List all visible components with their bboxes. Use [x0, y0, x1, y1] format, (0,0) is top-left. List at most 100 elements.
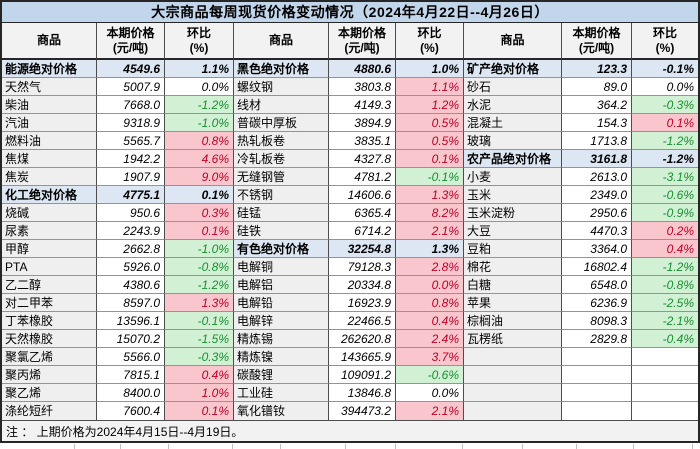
spreadsheet-gridline	[74, 444, 75, 449]
commodity-name-cell: 电解锌	[234, 312, 329, 330]
pct-change-cell	[632, 348, 698, 366]
price-cell: 20334.8	[329, 276, 396, 294]
pct-change-cell: 1.3%	[396, 186, 464, 204]
category-name-cell: 黑色绝对价格	[234, 60, 329, 78]
col-header-commodity-label: 商品	[500, 33, 525, 47]
pct-change-cell: 1.0%	[165, 384, 234, 402]
spreadsheet-gridline	[280, 444, 281, 449]
col-header-commodity: 商品	[2, 23, 97, 60]
spreadsheet-gridline	[168, 444, 169, 449]
commodity-name-cell	[464, 402, 562, 420]
commodity-name-cell: 硅锰	[234, 204, 329, 222]
pct-change-cell: 0.8%	[396, 294, 464, 312]
price-cell: 1713.8	[562, 132, 632, 150]
commodity-name-cell: 玻璃	[464, 132, 562, 150]
col-header-pct-unit: (%)	[189, 40, 209, 55]
category-price-cell: 32254.8	[329, 240, 396, 258]
spreadsheet-gridline	[692, 444, 693, 449]
price-cell: 143665.9	[329, 348, 396, 366]
commodity-name-cell: 氧化镨钕	[234, 402, 329, 420]
price-cell: 5007.9	[97, 78, 165, 96]
price-cell: 6365.4	[329, 204, 396, 222]
spreadsheet-gridline	[120, 444, 121, 449]
commodity-name-cell: 小麦	[464, 168, 562, 186]
pct-change-cell: 0.3%	[165, 204, 234, 222]
pct-change-cell: 0.5%	[396, 132, 464, 150]
pct-change-cell: -0.3%	[632, 96, 698, 114]
commodity-name-cell: 聚丙烯	[2, 366, 97, 384]
pct-change-cell: -3.1%	[632, 168, 698, 186]
col-header-price-unit: (元/吨)	[344, 40, 380, 55]
pct-change-cell: 0.4%	[165, 366, 234, 384]
commodity-name-cell: 水泥	[464, 96, 562, 114]
commodity-name-cell: 天然橡胶	[2, 330, 97, 348]
col-header-pct: 环比 (%)	[165, 23, 234, 60]
price-cell: 22466.5	[329, 312, 396, 330]
pct-change-cell: 0.1%	[165, 402, 234, 420]
category-name-cell: 农产品绝对价格	[464, 150, 562, 168]
commodity-name-cell: 瓦楞纸	[464, 330, 562, 348]
price-cell: 9318.9	[97, 114, 165, 132]
commodity-name-cell: 冷轧板卷	[234, 150, 329, 168]
commodity-name-cell: 无缝钢管	[234, 168, 329, 186]
pct-change-cell: 2.1%	[396, 222, 464, 240]
col-header-price-unit: (元/吨)	[112, 40, 149, 55]
col-header-price: 本期价格 (元/吨)	[562, 23, 632, 60]
price-cell: 16923.9	[329, 294, 396, 312]
price-cell: 6548.0	[562, 276, 632, 294]
price-cell: 1907.9	[97, 168, 165, 186]
commodity-name-cell: 硅铁	[234, 222, 329, 240]
commodity-name-cell: 大豆	[464, 222, 562, 240]
price-cell: 6714.2	[329, 222, 396, 240]
category-pct-cell: 1.1%	[165, 60, 234, 78]
col-header-price: 本期价格 (元/吨)	[97, 23, 165, 60]
commodity-name-cell: 线材	[234, 96, 329, 114]
commodity-name-cell: 苹果	[464, 294, 562, 312]
pct-change-cell: -0.6%	[396, 366, 464, 384]
col-header-price-label: 本期价格	[572, 25, 621, 40]
footnote: 注 ： 上期价格为2024年4月15日--4月19日。	[2, 420, 698, 441]
spreadsheet-gridline	[395, 444, 396, 449]
category-name-cell: 矿产绝对价格	[464, 60, 562, 78]
pct-change-cell: -1.0%	[165, 114, 234, 132]
commodity-name-cell: 烧碱	[2, 204, 97, 222]
price-grid: 大宗商品每周现货价格变动情况（2024年4月22日--4月26日） 商品 本期价…	[2, 2, 698, 441]
pct-change-cell: 0.1%	[396, 150, 464, 168]
commodity-name-cell: 工业硅	[234, 384, 329, 402]
commodity-name-cell: 汽油	[2, 114, 97, 132]
pct-change-cell: 9.0%	[165, 168, 234, 186]
col-header-pct: 环比 (%)	[396, 23, 464, 60]
col-header-commodity-label: 商品	[268, 33, 293, 47]
col-header-price-label: 本期价格	[337, 25, 386, 40]
pct-change-cell: 0.1%	[632, 114, 698, 132]
price-cell: 950.6	[97, 204, 165, 222]
commodity-name-cell: 混凝土	[464, 114, 562, 132]
price-cell: 109091.2	[329, 366, 396, 384]
price-cell	[562, 384, 632, 402]
col-header-pct-label: 环比	[652, 25, 677, 40]
commodity-name-cell: 乙二醇	[2, 276, 97, 294]
commodity-name-cell: 丁苯橡胶	[2, 312, 97, 330]
price-cell: 13596.1	[97, 312, 165, 330]
category-name-cell: 化工绝对价格	[2, 186, 97, 204]
pct-change-cell: 0.4%	[632, 240, 698, 258]
price-cell: 4470.3	[562, 222, 632, 240]
col-header-pct-unit: (%)	[420, 40, 439, 55]
pct-change-cell: 2.8%	[396, 258, 464, 276]
pct-change-cell: -0.9%	[632, 204, 698, 222]
pct-change-cell: 4.6%	[165, 150, 234, 168]
spreadsheet-gridline	[462, 444, 463, 449]
category-pct-cell: 0.1%	[165, 186, 234, 204]
pct-change-cell: 1.1%	[396, 78, 464, 96]
price-cell: 1942.2	[97, 150, 165, 168]
commodity-name-cell: 焦煤	[2, 150, 97, 168]
price-cell: 16802.4	[562, 258, 632, 276]
price-cell: 2662.8	[97, 240, 165, 258]
price-cell: 7815.1	[97, 366, 165, 384]
col-header-pct-label: 环比	[186, 25, 211, 40]
price-cell: 4781.2	[329, 168, 396, 186]
pct-change-cell: 2.4%	[396, 330, 464, 348]
pct-change-cell: 1.3%	[165, 294, 234, 312]
pct-change-cell: -1.2%	[632, 258, 698, 276]
category-price-cell: 123.3	[562, 60, 632, 78]
